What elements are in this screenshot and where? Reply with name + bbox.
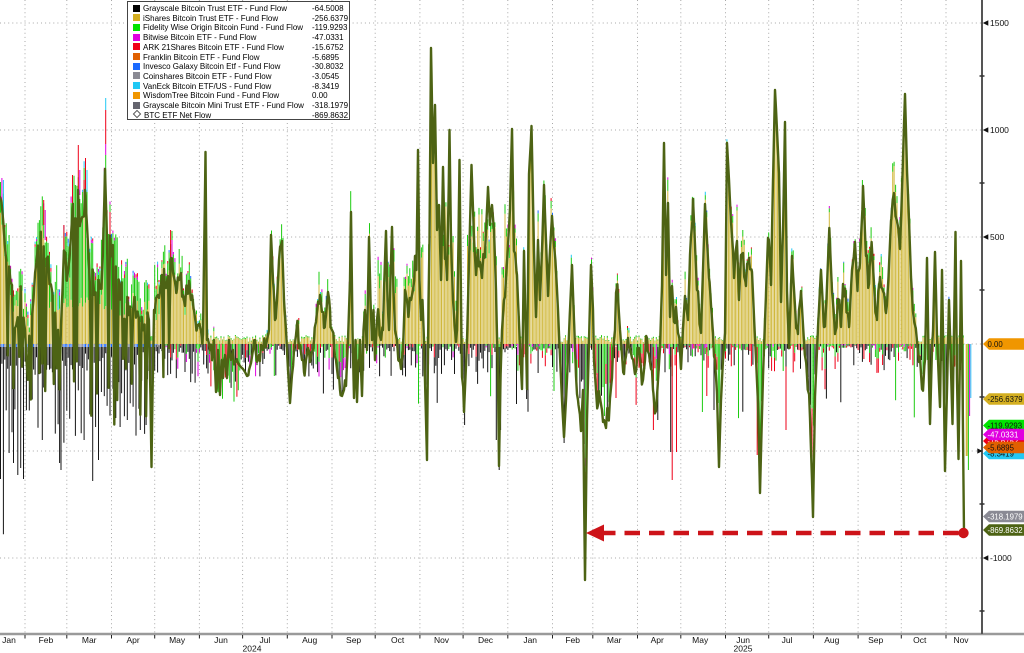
svg-text:Dec: Dec bbox=[478, 635, 494, 645]
svg-text:Jan: Jan bbox=[523, 635, 537, 645]
svg-text:-318.1979: -318.1979 bbox=[988, 513, 1023, 522]
svg-text:Feb: Feb bbox=[39, 635, 54, 645]
svg-text:Aug: Aug bbox=[302, 635, 317, 645]
svg-text:Mar: Mar bbox=[82, 635, 97, 645]
svg-text:Sep: Sep bbox=[868, 635, 883, 645]
svg-text:Aug: Aug bbox=[824, 635, 839, 645]
svg-text:-256.6379: -256.6379 bbox=[988, 395, 1023, 404]
svg-text:Oct: Oct bbox=[391, 635, 405, 645]
svg-text:500: 500 bbox=[990, 232, 1004, 242]
svg-text:1500: 1500 bbox=[990, 18, 1009, 28]
svg-text:Jun: Jun bbox=[214, 635, 228, 645]
svg-text:Mar: Mar bbox=[607, 635, 622, 645]
svg-text:Apr: Apr bbox=[651, 635, 664, 645]
svg-text:-15.6752: -15.6752 bbox=[988, 437, 1019, 446]
svg-text:May: May bbox=[692, 635, 709, 645]
svg-text:Jul: Jul bbox=[782, 635, 793, 645]
svg-text:0.00: 0.00 bbox=[988, 340, 1004, 349]
svg-text:Jun: Jun bbox=[736, 635, 750, 645]
svg-text:Apr: Apr bbox=[126, 635, 139, 645]
svg-text:-1000: -1000 bbox=[990, 553, 1012, 563]
svg-text:-5.6895: -5.6895 bbox=[988, 444, 1015, 453]
svg-text:Feb: Feb bbox=[565, 635, 580, 645]
svg-text:2025: 2025 bbox=[734, 644, 753, 653]
svg-text:-869.8632: -869.8632 bbox=[988, 526, 1023, 535]
svg-text:2024: 2024 bbox=[243, 644, 262, 653]
svg-text:1000: 1000 bbox=[990, 125, 1009, 135]
svg-text:-8.3419: -8.3419 bbox=[988, 450, 1014, 459]
svg-text:Jan: Jan bbox=[2, 635, 16, 645]
svg-text:-47.0331: -47.0331 bbox=[988, 431, 1019, 440]
svg-text:-119.9293: -119.9293 bbox=[988, 422, 1023, 431]
svg-text:Oct: Oct bbox=[913, 635, 927, 645]
svg-text:Jul: Jul bbox=[259, 635, 270, 645]
svg-text:Nov: Nov bbox=[434, 635, 450, 645]
svg-text:Nov: Nov bbox=[953, 635, 969, 645]
svg-text:May: May bbox=[169, 635, 186, 645]
svg-text:Sep: Sep bbox=[346, 635, 361, 645]
